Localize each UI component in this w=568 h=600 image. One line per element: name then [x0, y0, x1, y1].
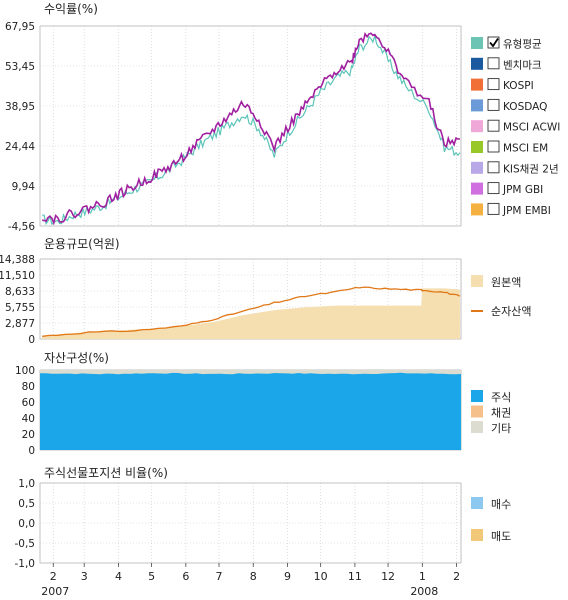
legend-color-swatch	[471, 37, 483, 49]
legend-label: 원본액	[491, 276, 521, 289]
legend-checkbox	[487, 36, 500, 49]
y-tick-label: -0,5	[15, 538, 36, 550]
x-month-label: 4	[115, 570, 122, 583]
y-tick-label: 40	[22, 413, 35, 425]
y-tick-label: 67,95	[5, 21, 35, 33]
legend-label: 주식	[491, 391, 511, 404]
y-tick-label: 0	[28, 334, 35, 346]
legend-label: MSCI EM	[503, 143, 548, 155]
legend-color-swatch	[471, 275, 483, 287]
legend-label: 순자산액	[491, 305, 531, 318]
y-tick-label: 9,94	[12, 181, 36, 193]
legend-color-swatch	[471, 421, 483, 433]
return-plot-area	[39, 25, 462, 227]
y-tick-label: 14,388	[0, 254, 35, 266]
y-tick-label: -1,0	[15, 558, 36, 570]
asset-chart-title: 자산구성(%)	[44, 351, 109, 365]
y-tick-label: 0,0	[18, 518, 35, 530]
legend-label: 유형평균	[503, 39, 542, 51]
aum-net-asset-line	[42, 286, 461, 337]
legend-checkbox	[487, 119, 500, 132]
x-month-label: 2	[453, 570, 460, 583]
x-month-label: 6	[182, 570, 189, 583]
legend-label: 매수	[491, 498, 511, 511]
y-tick-label: 11,510	[0, 270, 35, 282]
x-month-label: 8	[250, 570, 257, 583]
legend-color-swatch	[471, 161, 483, 174]
legend-label: 매도	[491, 530, 511, 543]
x-year-label: 2008	[410, 585, 438, 598]
x-month-label: 2	[50, 570, 57, 583]
legend-color-swatch	[471, 182, 483, 195]
legend-label: KOSDAQ	[503, 101, 547, 113]
x-month-label: 7	[216, 570, 223, 583]
y-tick-label: 20	[22, 429, 35, 441]
legend-checkbox	[487, 202, 500, 215]
legend-label: JPM GBI	[502, 184, 543, 196]
y-tick-label: 80	[22, 381, 35, 393]
y-tick-label: 38,95	[5, 101, 35, 113]
legend-checkbox	[487, 98, 500, 111]
x-month-label: 10	[314, 570, 328, 583]
y-tick-label: 1,0	[18, 478, 35, 490]
legend-label: KOSPI	[503, 80, 534, 92]
x-month-label: 5	[148, 570, 155, 583]
x-month-label: 12	[381, 570, 395, 583]
y-tick-label: 60	[22, 397, 35, 409]
x-month-label: 3	[81, 570, 88, 583]
y-tick-label: 24,44	[5, 141, 35, 153]
legend-checkbox	[487, 57, 500, 70]
y-tick-label: -4,56	[8, 221, 35, 233]
x-month-label: 1	[419, 570, 426, 583]
legend-checkbox	[487, 161, 500, 174]
check-icon	[489, 38, 499, 48]
legend-color-swatch	[471, 141, 483, 153]
legend-color-swatch	[471, 203, 483, 216]
legend-label: MSCI ACWI	[503, 122, 560, 134]
x-year-label: 2007	[41, 585, 69, 598]
y-tick-label: 0	[28, 445, 35, 457]
legend-checkbox	[487, 140, 500, 153]
y-tick-label: 2,877	[5, 318, 35, 330]
y-tick-label: 100	[15, 365, 35, 377]
aum-principal-area	[42, 288, 460, 339]
legend-color-swatch	[471, 78, 483, 91]
return-series-line-1	[42, 32, 460, 226]
futures-chart-title: 주식선물포지션 비율(%)	[44, 466, 168, 480]
legend-color-swatch	[471, 529, 483, 541]
legend-color-swatch	[471, 99, 483, 112]
axis-tick-labels: 67,95 53,45 38,95 24,44 9,94 -4,56 14,388 11,51…	[0, 21, 460, 598]
legend-color-swatch	[471, 390, 483, 402]
y-tick-label: 53,45	[5, 61, 35, 73]
legend-label: JPM EMBI	[502, 205, 551, 217]
asset-stock-area	[40, 372, 461, 450]
legend-checkbox	[487, 182, 500, 195]
y-tick-label: 5,755	[5, 302, 35, 314]
return-chart-title: 수익률(%)	[44, 2, 98, 16]
legend-checkbox	[487, 78, 500, 91]
x-month-label: 11	[348, 570, 362, 583]
legend-label: 벤치마크	[503, 59, 542, 71]
legend-label: 기타	[491, 422, 511, 435]
legend-color-swatch	[471, 497, 483, 509]
legend-label: 채권	[491, 407, 511, 420]
x-month-label: 9	[284, 570, 291, 583]
y-tick-label: 8,633	[5, 286, 35, 298]
y-tick-label: 0,5	[18, 498, 35, 510]
aum-chart-title: 운용규모(억원)	[44, 237, 120, 251]
data-marks	[40, 32, 461, 450]
legend-label: KIS채권 2년	[503, 163, 559, 175]
legend-color-swatch	[471, 120, 483, 133]
legend-color-swatch	[471, 405, 483, 418]
legend-color-swatch	[471, 57, 483, 70]
